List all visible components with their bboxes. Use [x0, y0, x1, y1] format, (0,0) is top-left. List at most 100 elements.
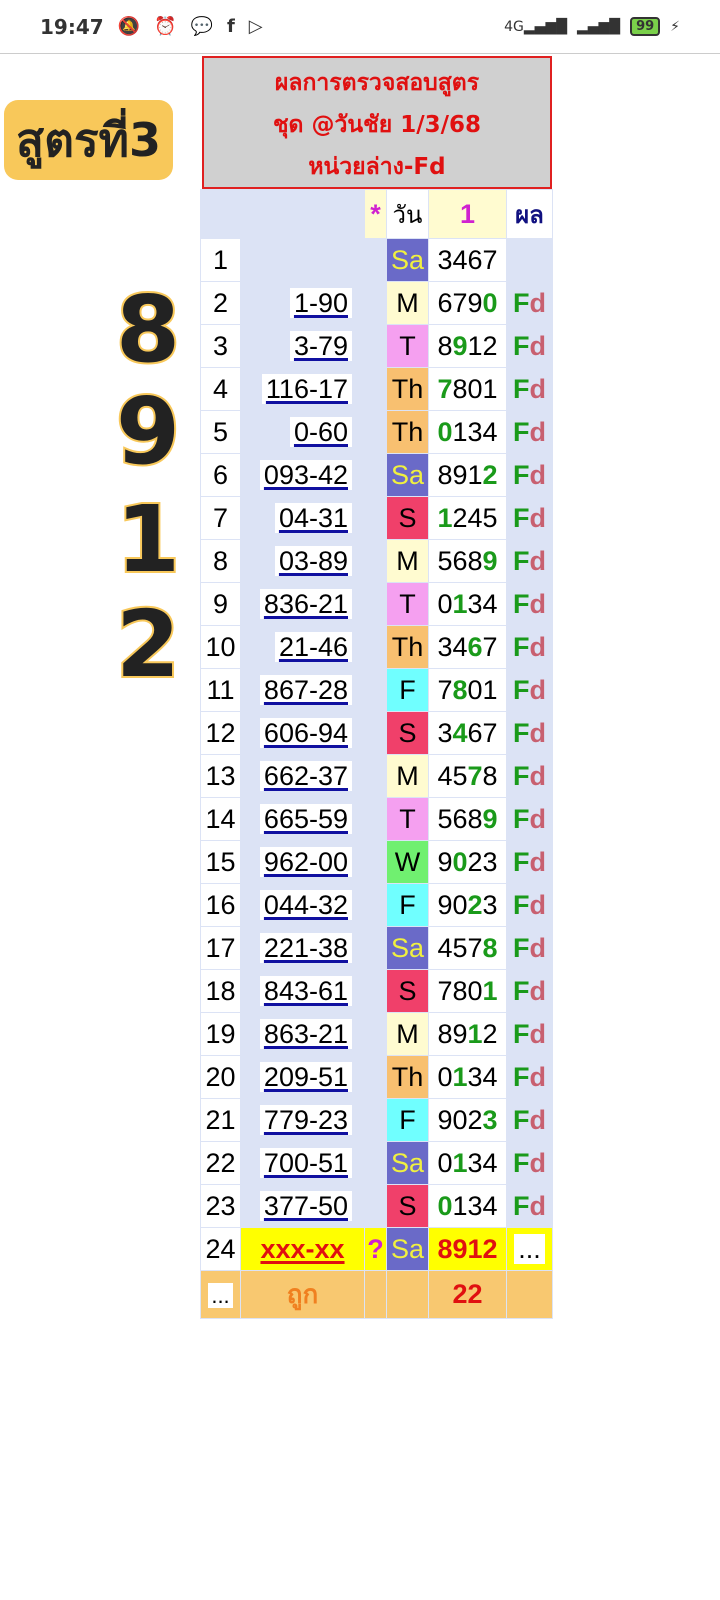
digit: 8	[437, 330, 453, 361]
result-letter: d	[529, 373, 547, 404]
result-cell: Fd	[506, 1184, 553, 1228]
row-number: 18	[200, 969, 241, 1013]
result-letter: F	[513, 330, 530, 361]
row-number: 14	[200, 797, 241, 841]
day-badge: F	[386, 1098, 429, 1142]
code-link[interactable]: 21-46	[274, 631, 352, 662]
row-number: 16	[200, 883, 241, 927]
digit: 0	[452, 846, 468, 877]
result-cell: Fd	[506, 625, 553, 669]
result-letter: d	[529, 1147, 547, 1178]
code-link[interactable]: 093-42	[259, 459, 352, 490]
code-link[interactable]: 04-31	[274, 502, 352, 533]
digit: 2	[452, 502, 468, 533]
digit: 0	[437, 1147, 453, 1178]
code-cell: 221-38	[240, 926, 365, 970]
digit: 5	[437, 803, 453, 834]
table-row: 18 843-61 S 7801 Fd	[200, 969, 553, 1013]
result-letter: d	[529, 674, 547, 705]
code-link[interactable]: 662-37	[259, 760, 352, 791]
digit: 1	[482, 674, 498, 705]
table-row: 13 662-37 M 4578 Fd	[200, 754, 553, 798]
result-letter: F	[513, 631, 530, 662]
table-row: 12 606-94 S 3467 Fd	[200, 711, 553, 755]
digit: 9	[452, 459, 468, 490]
result-letter: F	[513, 1147, 530, 1178]
digit: 2	[482, 459, 498, 490]
code-cell: 867-28	[240, 668, 365, 712]
table-row: 7 04-31 S 1245 Fd	[200, 496, 553, 540]
result-letter: F	[513, 1061, 530, 1092]
row-number: 23	[200, 1184, 241, 1228]
digit: 9	[482, 545, 498, 576]
digits-cell: 0134	[428, 410, 507, 454]
result-letter: d	[529, 287, 547, 318]
star-cell	[364, 1098, 387, 1142]
title-line: ชุด @วันชัย 1/3/68	[272, 112, 482, 138]
digit: 0	[437, 416, 453, 447]
code-link[interactable]: 0-60	[289, 416, 352, 447]
result-letter: F	[513, 1018, 530, 1049]
result-cell: Fd	[506, 711, 553, 755]
result-cell: Fd	[506, 1141, 553, 1185]
digit: 9	[437, 846, 453, 877]
day-badge: S	[386, 1184, 429, 1228]
star-cell	[364, 453, 387, 497]
digit: 4	[482, 416, 498, 447]
code-link[interactable]: 606-94	[259, 717, 352, 748]
result-cell: ...	[506, 1227, 553, 1271]
code-link[interactable]: 03-89	[274, 545, 352, 576]
result-cell: Fd	[506, 453, 553, 497]
code-link[interactable]: xxx-xx	[256, 1233, 349, 1264]
result-cell: Fd	[506, 539, 553, 583]
page-title: ผลการตรวจสอบสูตร ชุด @วันชัย 1/3/68 หน่ว…	[202, 56, 552, 189]
day-badge: T	[386, 797, 429, 841]
header-row: * วัน 1 ผล	[200, 189, 553, 239]
code-link[interactable]: 1-90	[289, 287, 352, 318]
code-link[interactable]: 044-32	[259, 889, 352, 920]
digits-cell: 8912	[428, 324, 507, 368]
row-number: 7	[200, 496, 241, 540]
code-link[interactable]: 836-21	[259, 588, 352, 619]
code-link[interactable]: 962-00	[259, 846, 352, 877]
table-row: 23 377-50 S 0134 Fd	[200, 1184, 553, 1228]
code-link[interactable]: 867-28	[259, 674, 352, 705]
code-link[interactable]: 377-50	[259, 1190, 352, 1221]
row-number: 21	[200, 1098, 241, 1142]
footer-left-button[interactable]: ...	[208, 1283, 233, 1308]
result-letter: d	[529, 1018, 547, 1049]
digit: 8	[467, 803, 483, 834]
code-cell: 116-17	[240, 367, 365, 411]
digits-cell: 8912	[428, 453, 507, 497]
code-link[interactable]: 209-51	[259, 1061, 352, 1092]
result-cell: Fd	[506, 883, 553, 927]
day-badge: Th	[386, 1055, 429, 1099]
bell-off-icon: 🔕	[117, 16, 141, 37]
code-link[interactable]: 3-79	[289, 330, 352, 361]
code-cell: 836-21	[240, 582, 365, 626]
battery-icon: 99	[630, 17, 661, 36]
day-badge: Sa	[386, 1227, 429, 1271]
code-link[interactable]: 700-51	[259, 1147, 352, 1178]
row-number: 8	[200, 539, 241, 583]
code-link[interactable]: 863-21	[259, 1018, 352, 1049]
digit: 7	[452, 287, 468, 318]
code-link[interactable]: 843-61	[259, 975, 352, 1006]
digit: 9	[467, 287, 483, 318]
code-cell: 662-37	[240, 754, 365, 798]
day-badge: S	[386, 496, 429, 540]
star-cell	[364, 582, 387, 626]
digits-cell: 0134	[428, 1141, 507, 1185]
code-link[interactable]: 665-59	[259, 803, 352, 834]
digit: 7	[482, 244, 498, 275]
digit: 4	[482, 1190, 498, 1221]
code-link[interactable]: 779-23	[259, 1104, 352, 1135]
star-cell	[364, 883, 387, 927]
table-row: 3 3-79 T 8912 Fd	[200, 324, 553, 368]
digit: 1	[467, 1018, 483, 1049]
code-link[interactable]: 221-38	[259, 932, 352, 963]
code-cell: 377-50	[240, 1184, 365, 1228]
code-cell: 606-94	[240, 711, 365, 755]
code-link[interactable]: 116-17	[261, 373, 352, 404]
digit: 5	[437, 545, 453, 576]
